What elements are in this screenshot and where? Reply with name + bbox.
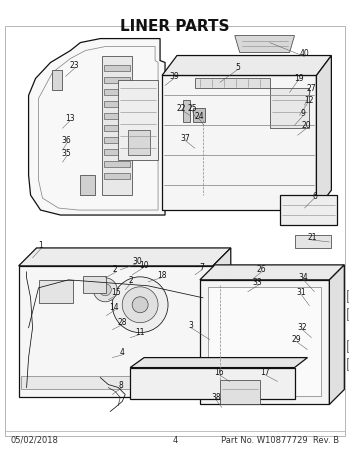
- Polygon shape: [316, 56, 331, 210]
- Polygon shape: [104, 89, 130, 96]
- Polygon shape: [19, 266, 213, 397]
- Text: 5: 5: [235, 63, 240, 72]
- Polygon shape: [104, 125, 130, 131]
- Text: 39: 39: [169, 72, 179, 81]
- Text: 27: 27: [307, 84, 316, 93]
- Text: 15: 15: [111, 288, 121, 297]
- Polygon shape: [162, 56, 331, 76]
- Polygon shape: [104, 161, 130, 167]
- Polygon shape: [104, 101, 130, 107]
- Circle shape: [99, 284, 111, 296]
- Text: 36: 36: [62, 136, 71, 145]
- Polygon shape: [183, 101, 190, 122]
- Polygon shape: [104, 113, 130, 119]
- Polygon shape: [52, 71, 62, 91]
- Text: 8: 8: [119, 381, 124, 390]
- Text: 35: 35: [62, 149, 71, 158]
- Polygon shape: [29, 39, 165, 215]
- Text: 6: 6: [312, 192, 317, 201]
- Polygon shape: [200, 265, 344, 280]
- Text: 4: 4: [172, 436, 177, 445]
- Text: 37: 37: [180, 134, 190, 143]
- Text: 40: 40: [300, 49, 309, 58]
- Polygon shape: [235, 36, 294, 53]
- Text: 23: 23: [70, 61, 79, 70]
- Polygon shape: [195, 78, 270, 88]
- Text: 17: 17: [260, 368, 270, 377]
- Circle shape: [93, 278, 117, 302]
- Text: 7: 7: [199, 263, 204, 272]
- Circle shape: [112, 277, 168, 333]
- Polygon shape: [280, 195, 337, 225]
- Text: 33: 33: [253, 278, 262, 287]
- Text: 11: 11: [135, 328, 145, 337]
- Text: 38: 38: [211, 393, 220, 402]
- Text: 12: 12: [304, 96, 313, 105]
- Polygon shape: [80, 175, 95, 195]
- Polygon shape: [104, 77, 130, 83]
- Polygon shape: [347, 340, 350, 352]
- Text: 16: 16: [214, 368, 224, 377]
- Text: 28: 28: [118, 318, 127, 327]
- Text: 14: 14: [110, 303, 119, 312]
- Text: 18: 18: [157, 271, 167, 280]
- Text: 9: 9: [300, 109, 305, 118]
- Polygon shape: [213, 248, 231, 397]
- Polygon shape: [19, 248, 231, 266]
- Circle shape: [132, 297, 148, 313]
- Polygon shape: [162, 76, 316, 210]
- Text: 2: 2: [113, 265, 118, 275]
- Polygon shape: [208, 287, 321, 396]
- Polygon shape: [294, 235, 331, 248]
- Text: 20: 20: [302, 121, 311, 130]
- Polygon shape: [347, 308, 350, 320]
- Text: 21: 21: [308, 233, 317, 242]
- Text: 4: 4: [120, 348, 125, 357]
- Text: 05/02/2018: 05/02/2018: [10, 436, 58, 445]
- Text: 10: 10: [139, 261, 149, 270]
- Polygon shape: [347, 290, 350, 302]
- Text: 22: 22: [176, 104, 186, 113]
- Text: Part No. W10877729  Rev. B: Part No. W10877729 Rev. B: [221, 436, 340, 445]
- Text: 26: 26: [257, 265, 266, 275]
- Polygon shape: [270, 88, 309, 128]
- Polygon shape: [130, 367, 294, 400]
- Polygon shape: [347, 357, 350, 370]
- Polygon shape: [200, 280, 329, 405]
- Text: 13: 13: [65, 114, 75, 123]
- Polygon shape: [104, 66, 130, 72]
- Text: 30: 30: [132, 257, 142, 266]
- Text: 1: 1: [38, 241, 43, 251]
- Polygon shape: [193, 108, 205, 122]
- Polygon shape: [118, 81, 158, 160]
- Polygon shape: [21, 376, 211, 390]
- Polygon shape: [38, 280, 74, 303]
- Polygon shape: [104, 137, 130, 143]
- Text: 3: 3: [189, 321, 193, 330]
- Polygon shape: [130, 357, 307, 367]
- Text: 19: 19: [295, 74, 304, 83]
- Polygon shape: [104, 173, 130, 179]
- Circle shape: [122, 287, 158, 323]
- Polygon shape: [329, 265, 344, 405]
- Text: LINER PARTS: LINER PARTS: [120, 19, 230, 34]
- Text: 24: 24: [194, 112, 204, 121]
- Text: 29: 29: [292, 335, 301, 344]
- Text: 32: 32: [298, 323, 307, 332]
- Polygon shape: [83, 276, 106, 293]
- Text: 34: 34: [299, 273, 308, 282]
- Text: 25: 25: [187, 104, 197, 113]
- Polygon shape: [128, 130, 150, 155]
- Text: 2: 2: [129, 276, 134, 285]
- Polygon shape: [104, 149, 130, 155]
- Text: 31: 31: [297, 288, 306, 297]
- Polygon shape: [102, 56, 132, 195]
- Polygon shape: [220, 380, 260, 405]
